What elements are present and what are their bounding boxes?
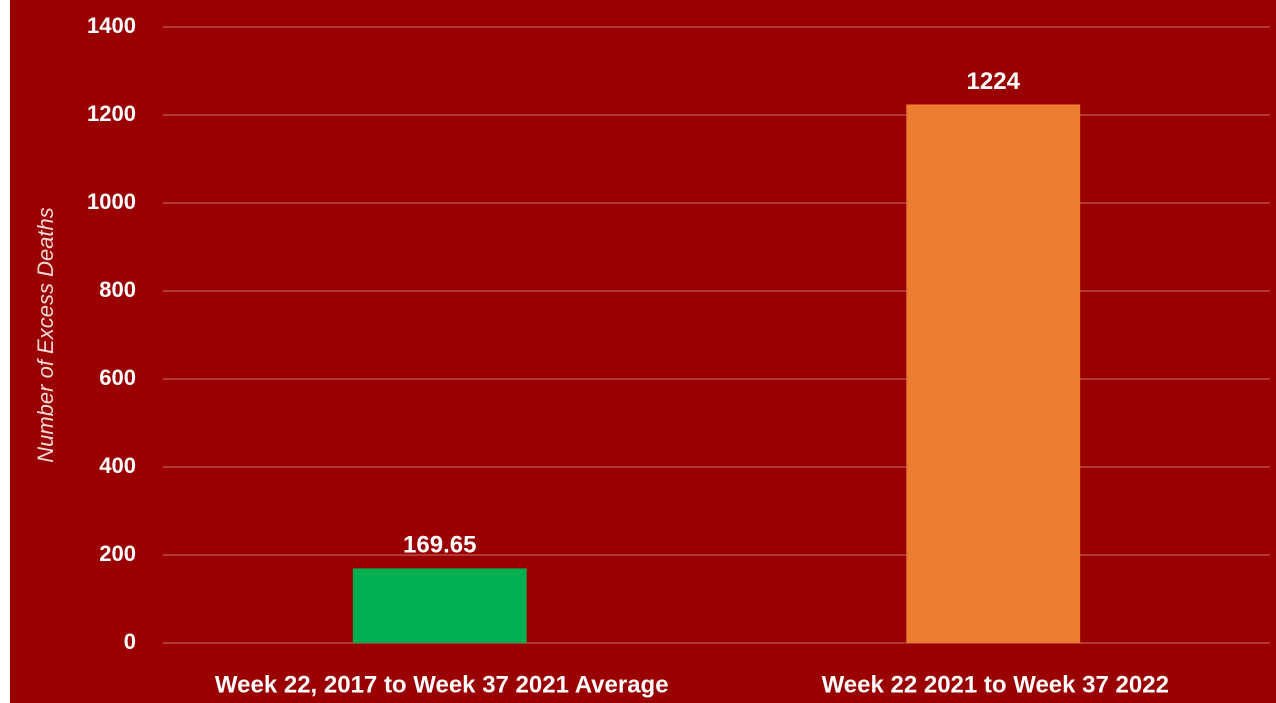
x-tick-label: Week 22, 2017 to Week 37 2021 Average xyxy=(215,671,669,698)
bar xyxy=(352,568,527,643)
y-axis-label: Number of Excess Deaths xyxy=(33,207,58,463)
y-tick-label: 800 xyxy=(99,277,136,302)
y-tick-label: 200 xyxy=(99,541,136,566)
chart-background xyxy=(10,0,1276,703)
y-tick-label: 1000 xyxy=(87,189,136,214)
bar xyxy=(906,104,1081,643)
y-tick-label: 1200 xyxy=(87,101,136,126)
y-tick-label: 400 xyxy=(99,453,136,478)
y-tick-label: 600 xyxy=(99,365,136,390)
y-tick-label: 0 xyxy=(124,629,136,654)
y-tick-label: 1400 xyxy=(87,13,136,38)
data-label: 169.65 xyxy=(403,532,476,559)
data-label: 1224 xyxy=(967,68,1021,95)
x-tick-label: Week 22 2021 to Week 37 2022 xyxy=(822,671,1169,698)
